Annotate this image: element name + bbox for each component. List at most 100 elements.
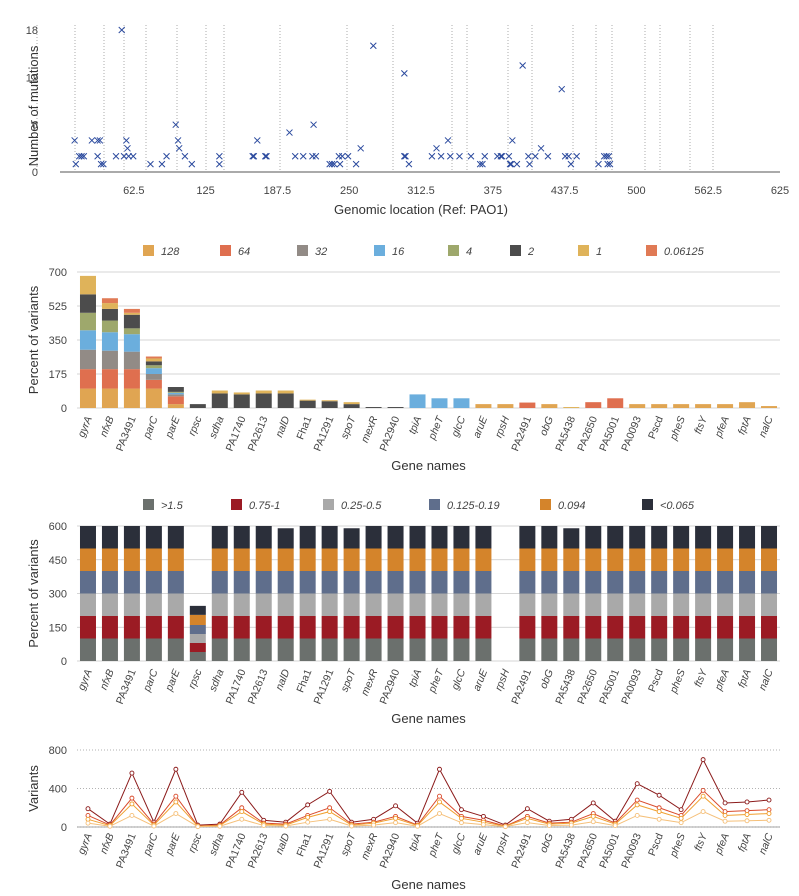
legend-swatch	[143, 245, 154, 256]
bar-segment	[607, 571, 624, 594]
x-tick-label: mexR	[359, 414, 381, 444]
data-point	[678, 820, 684, 826]
data-point	[568, 822, 574, 828]
bar-segment	[365, 526, 382, 549]
bar-segment	[255, 393, 272, 408]
data-point-marker	[335, 152, 343, 160]
legend-label: 32	[315, 246, 327, 258]
data-point	[612, 823, 618, 829]
x-tick-label: 125	[196, 185, 214, 197]
y-tick-label: 12	[26, 72, 38, 84]
x-tick-label: nfxB	[98, 415, 117, 439]
bar-segment	[233, 571, 250, 594]
bar-segment	[145, 388, 162, 408]
bar-segment	[563, 593, 580, 616]
bar-segment	[563, 548, 580, 571]
data-point-marker	[118, 26, 126, 34]
x-tick-label: nalD	[273, 667, 292, 692]
x-tick-label: nalD	[273, 414, 292, 439]
data-point-marker	[181, 152, 189, 160]
bar-segment	[629, 616, 646, 639]
x-tick-label: ftsY	[692, 667, 710, 689]
bar-segment	[585, 593, 602, 616]
data-point	[766, 817, 772, 823]
x-tick-label: glcC	[449, 831, 468, 855]
bar-segment	[761, 548, 778, 571]
legend-label: 16	[392, 246, 405, 258]
y-tick-label: 700	[49, 267, 67, 279]
y-tick-label: 350	[49, 335, 67, 347]
bar-segment	[255, 616, 272, 639]
bar-segment	[79, 294, 96, 313]
bar-segment	[387, 548, 404, 571]
bar-segment	[299, 399, 316, 401]
bar-segment	[431, 616, 448, 639]
x-tick-label: obG	[538, 668, 557, 691]
bar-segment	[255, 571, 272, 594]
bar-segment	[79, 638, 96, 661]
x-tick-label: PA0093	[619, 831, 644, 870]
data-point-marker	[481, 152, 489, 160]
data-point	[480, 822, 486, 828]
x-tick-label: rpsH	[493, 831, 513, 856]
data-point	[261, 823, 267, 829]
bar-segment	[695, 548, 712, 571]
bar-segment	[717, 571, 734, 594]
x-tick-label: fptA	[736, 415, 754, 437]
bar-segment	[145, 361, 162, 366]
data-point	[459, 815, 464, 821]
bar-segment	[453, 398, 470, 408]
x-tick-label: PA0093	[619, 667, 644, 706]
x-tick-label: mexR	[359, 831, 381, 861]
bar-segment	[167, 638, 184, 661]
data-point	[722, 809, 728, 815]
x-tick-label: mexR	[359, 667, 381, 697]
bar-segment	[167, 404, 184, 408]
bar-segment	[409, 638, 426, 661]
bar-segment	[409, 593, 426, 616]
data-point	[437, 766, 442, 772]
data-point	[524, 820, 530, 826]
bar-segment	[189, 652, 206, 661]
bar-segment	[79, 571, 96, 594]
data-point-marker	[124, 144, 131, 152]
bar-segment	[717, 638, 734, 661]
legend-label: 2	[527, 246, 534, 258]
data-point-marker	[352, 160, 360, 168]
data-point	[722, 818, 728, 824]
bar-segment	[475, 638, 492, 661]
data-point	[173, 799, 179, 805]
bar-segment	[233, 394, 250, 408]
x-tick-label: sdha	[207, 667, 227, 693]
bar-segment	[519, 402, 536, 408]
x-tick-label: PA5438	[553, 831, 578, 870]
x-tick-label: spoT	[339, 413, 359, 441]
x-tick-label: glcC	[449, 414, 468, 438]
bar-segment	[739, 548, 756, 571]
bar-segment	[189, 614, 206, 625]
x-tick-label: fptA	[736, 832, 754, 854]
bar-segment	[585, 402, 602, 408]
data-point	[744, 799, 750, 805]
bar-segment	[277, 528, 294, 549]
bar-segment	[365, 571, 382, 594]
data-point-marker	[369, 42, 377, 50]
x-tick-label: nfxB	[98, 668, 117, 692]
data-point	[415, 823, 420, 829]
x-tick-label: PA1291	[312, 667, 337, 706]
bar-segment	[211, 390, 228, 394]
bar-segment	[629, 638, 646, 661]
data-point	[700, 793, 706, 799]
x-tick-label: PA5438	[553, 667, 578, 706]
bar-segment	[563, 571, 580, 594]
data-point	[283, 823, 289, 829]
data-point	[327, 816, 333, 822]
bar-segment	[453, 616, 470, 639]
bar-segment	[739, 638, 756, 661]
data-point-marker	[147, 160, 154, 168]
data-point-marker	[604, 160, 612, 168]
data-point-marker	[513, 160, 521, 168]
bar-segment	[387, 638, 404, 661]
data-point-marker	[71, 137, 78, 144]
